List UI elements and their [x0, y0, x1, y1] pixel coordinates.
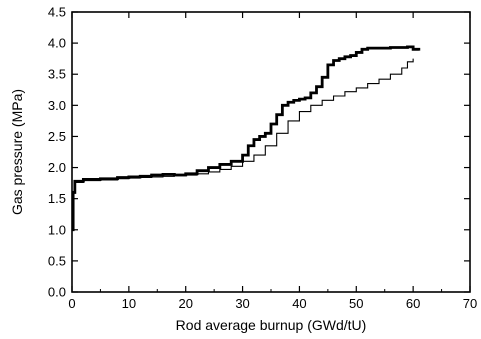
x-tick-label: 70 — [463, 296, 477, 311]
y-axis-label: Gas pressure (MPa) — [9, 89, 25, 215]
y-tick-label: 1.5 — [48, 191, 66, 206]
x-tick-label: 0 — [68, 296, 75, 311]
y-tick-label: 4.5 — [48, 5, 66, 20]
x-tick-label: 50 — [349, 296, 363, 311]
x-tick-label: 40 — [292, 296, 306, 311]
x-tick-label: 60 — [406, 296, 420, 311]
x-tick-label: 10 — [122, 296, 136, 311]
series-line-thick — [71, 45, 421, 232]
y-tick-label: 2.0 — [48, 160, 66, 175]
x-axis-label: Rod average burnup (GWd/tU) — [176, 317, 367, 333]
y-tick-label: 3.5 — [48, 67, 66, 82]
y-tick-label: 4.0 — [48, 36, 66, 51]
y-tick-label: 3.0 — [48, 98, 66, 113]
series-layer — [71, 45, 421, 232]
x-tick-label: 30 — [235, 296, 249, 311]
series-line-thin — [72, 58, 414, 231]
plot-frame — [71, 11, 471, 293]
y-tick-label: 0.5 — [48, 253, 66, 268]
x-axis-ticks: 0 10 20 30 40 50 60 70 — [68, 12, 477, 311]
plot-area: 0 10 20 30 40 50 60 70 0.0 0.5 1.0 1.5 2.0 2.5 3.0 3.5… — [48, 5, 477, 312]
y-tick-label: 2.5 — [48, 129, 66, 144]
x-tick-label: 20 — [178, 296, 192, 311]
y-tick-label: 1.0 — [48, 222, 66, 237]
y-tick-label: 0.0 — [48, 285, 66, 300]
y-axis-ticks: 0.0 0.5 1.0 1.5 2.0 2.5 3.0 3.5 4.0 4.5 — [48, 5, 470, 300]
